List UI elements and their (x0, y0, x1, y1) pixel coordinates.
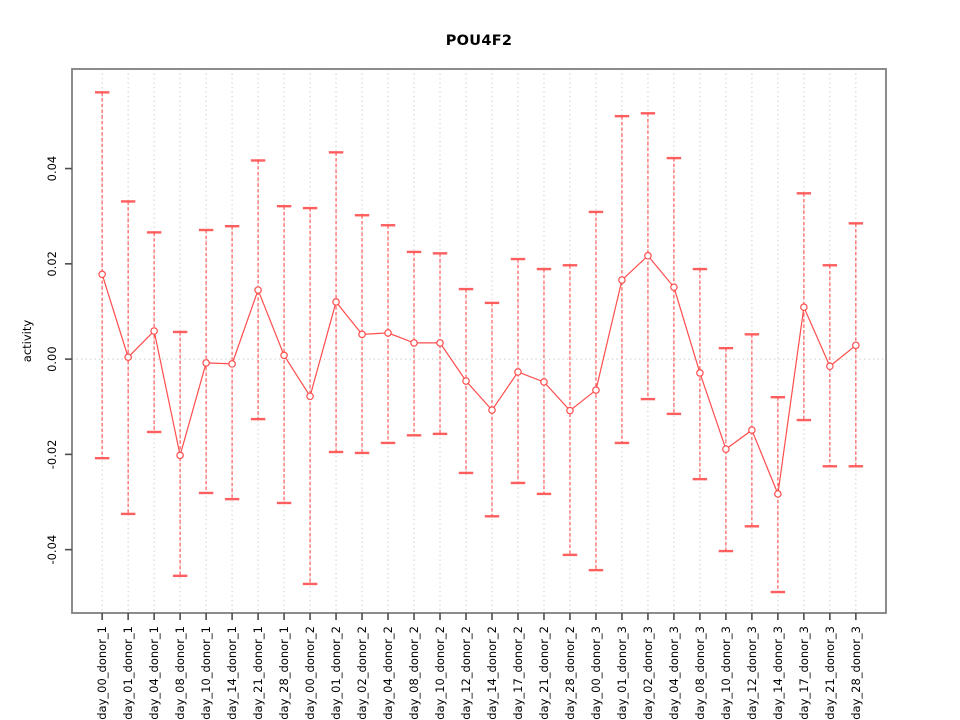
x-tick-label: day_10_donor_3 (719, 626, 733, 720)
data-point-marker (566, 406, 574, 415)
data-point-marker (696, 369, 704, 377)
y-tick-label: -0.02 (45, 439, 59, 469)
x-tick-label: day_08_donor_2 (407, 626, 421, 720)
x-tick-label: day_17_donor_2 (511, 626, 525, 720)
data-point-marker (202, 359, 210, 367)
data-point-marker (826, 362, 834, 371)
data-point-marker (280, 351, 288, 360)
data-point-marker (228, 360, 236, 368)
plot-border (71, 68, 887, 614)
data-point-marker (436, 339, 444, 347)
data-point-marker (358, 330, 366, 339)
data-point-marker (618, 276, 626, 284)
x-tick-label: day_14_donor_3 (771, 626, 785, 720)
data-point-marker (800, 303, 808, 311)
x-tick-label: day_02_donor_2 (355, 626, 369, 720)
x-tick-label: day_17_donor_3 (797, 626, 811, 720)
data-point-marker (748, 426, 756, 434)
x-tick-label: day_08_donor_1 (173, 626, 187, 720)
y-tick-label: -0.04 (45, 535, 59, 565)
x-tick-label: day_21_donor_2 (537, 626, 551, 720)
x-tick-label: day_01_donor_1 (121, 626, 135, 720)
data-point-marker (592, 386, 600, 394)
data-point-marker (332, 298, 340, 306)
x-tick-label: day_21_donor_1 (251, 626, 265, 720)
x-tick-label: day_12_donor_2 (459, 626, 473, 720)
y-tick-label: 0.04 (45, 156, 59, 182)
x-tick-label: day_00_donor_2 (303, 626, 317, 720)
data-point-marker (852, 341, 860, 350)
data-point-marker (150, 327, 158, 335)
x-tick-label: day_14_donor_2 (485, 626, 499, 720)
x-tick-label: day_04_donor_3 (667, 626, 681, 720)
x-tick-label: day_28_donor_1 (277, 626, 291, 720)
x-tick-label: day_21_donor_3 (823, 626, 837, 720)
chart-title: POU4F2 (445, 33, 513, 49)
data-point-marker (774, 490, 782, 498)
y-axis-title: activity (20, 319, 34, 363)
data-point-marker (462, 377, 470, 385)
y-tick-label: 0.00 (45, 346, 59, 372)
x-tick-label: day_12_donor_3 (745, 626, 759, 720)
data-point-marker (410, 339, 418, 347)
data-point-marker (540, 378, 548, 386)
data-point-marker (722, 445, 730, 453)
x-tick-label: day_10_donor_1 (199, 626, 213, 720)
data-point-marker (384, 329, 392, 337)
x-tick-label: day_14_donor_1 (225, 626, 239, 720)
x-tick-label: day_01_donor_3 (615, 626, 629, 720)
x-tick-label: day_08_donor_3 (693, 626, 707, 720)
x-tick-label: day_00_donor_1 (95, 626, 109, 720)
data-point-marker (306, 392, 314, 401)
x-tick-label: day_10_donor_2 (433, 626, 447, 720)
series-line (101, 254, 857, 497)
x-tick-label: day_28_donor_3 (849, 626, 863, 720)
x-tick-label: day_04_donor_2 (381, 626, 395, 720)
x-tick-label: day_28_donor_2 (563, 626, 577, 720)
data-point-marker (488, 406, 496, 414)
x-tick-label: day_04_donor_1 (147, 626, 161, 720)
x-tick-label: day_02_donor_3 (641, 626, 655, 720)
x-tick-label: day_00_donor_3 (589, 626, 603, 720)
data-point-marker (254, 286, 262, 294)
data-point-marker (514, 368, 522, 376)
data-point-marker (670, 283, 678, 291)
data-point-marker (98, 270, 106, 279)
data-point-marker (644, 251, 652, 260)
data-point-marker (124, 353, 132, 361)
data-point-marker (176, 451, 184, 460)
x-tick-label: day_01_donor_2 (329, 626, 343, 720)
y-tick-label: 0.02 (45, 251, 59, 277)
